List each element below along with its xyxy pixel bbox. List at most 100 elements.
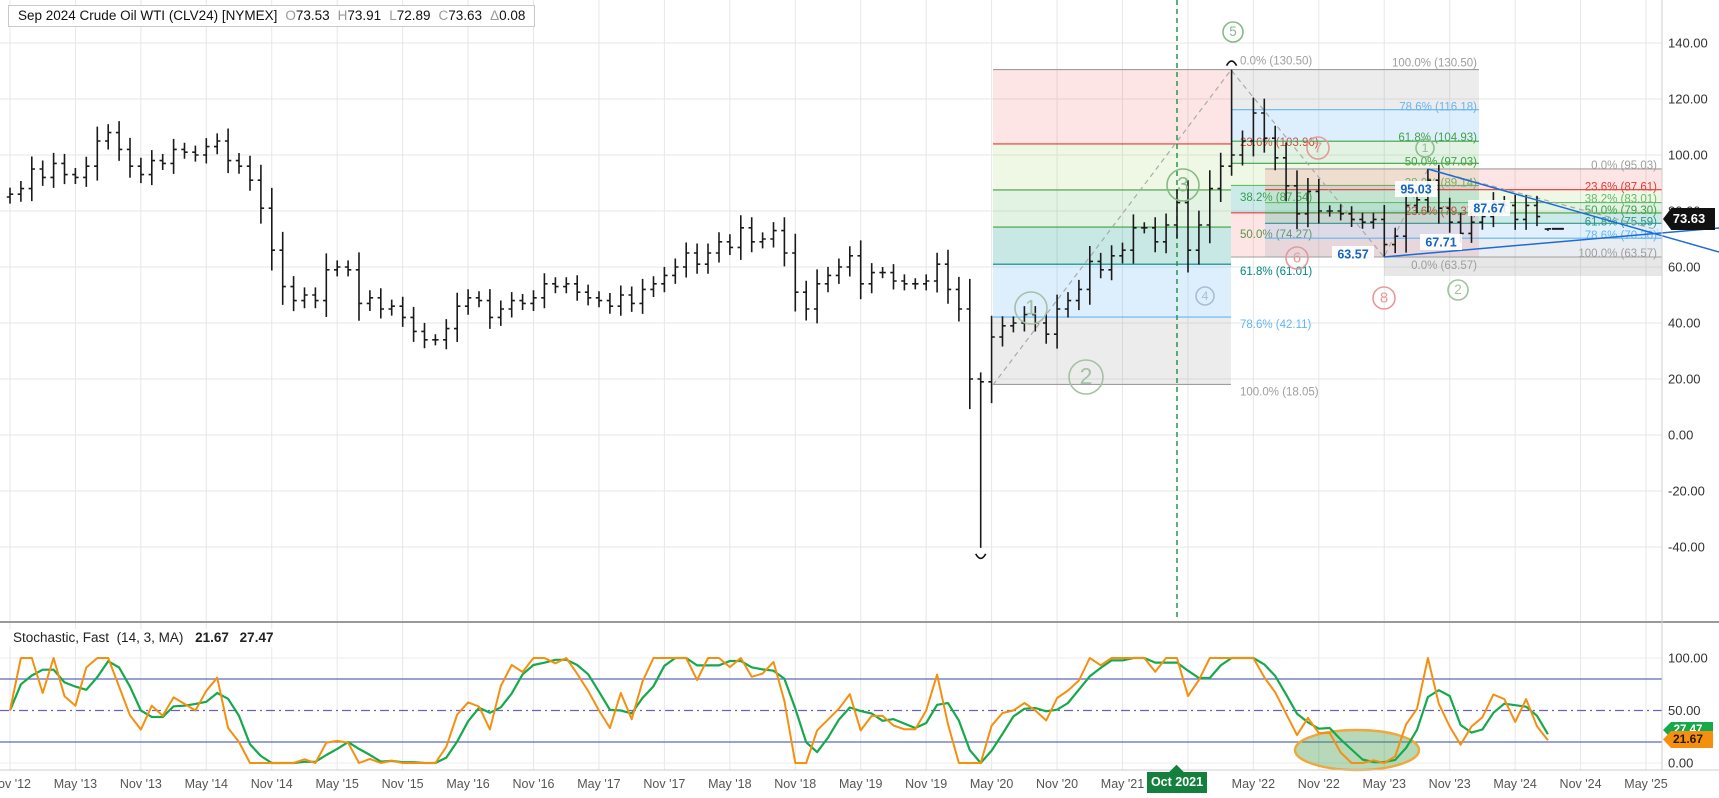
wave-circle[interactable]: [1285, 246, 1309, 270]
time-axis-label[interactable]: Nov '14: [251, 777, 293, 791]
wave-number: 1: [1025, 295, 1037, 320]
time-axis-label[interactable]: May '13: [54, 777, 97, 791]
fib-up-2020-2022-zone[interactable]: [993, 189, 1231, 228]
fib-up-2020-2022-zone[interactable]: [993, 317, 1231, 385]
time-axis-label[interactable]: Nov '22: [1298, 777, 1340, 791]
time-axis-label[interactable]: May '20: [970, 777, 1013, 791]
time-axis-label[interactable]: May '15: [316, 777, 359, 791]
callout-backdrop: [1395, 181, 1437, 197]
price-axis-label[interactable]: -40.00: [1668, 540, 1705, 555]
time-axis-label[interactable]: Nov '19: [905, 777, 947, 791]
callout-backdrop: [1332, 246, 1374, 262]
price-axis-label[interactable]: -20.00: [1668, 484, 1705, 499]
time-axis-label[interactable]: Nov '16: [513, 777, 555, 791]
wave-number: 6: [1293, 251, 1301, 267]
fib-down-2022-2023-zone[interactable]: [1231, 109, 1479, 142]
blue-trend-line[interactable]: [1383, 227, 1719, 258]
stochastic-study-label[interactable]: Stochastic, Fast (14, 3, MA) 21.67 27.47: [9, 629, 278, 647]
callout-backdrop: [1420, 234, 1462, 250]
fib-down-2023-2024-zone[interactable]: [1265, 202, 1662, 213]
wave-circle[interactable]: [1415, 138, 1435, 158]
wave-number: 2: [1080, 363, 1093, 389]
fib-level-label: 100.0% (130.50): [1392, 58, 1477, 70]
trough-marker: [975, 553, 987, 560]
peak-marker: [1225, 60, 1238, 67]
fib-up-2020-2022-zone[interactable]: [993, 69, 1231, 144]
fib-level-label: 0.0% (95.03): [1591, 160, 1657, 172]
time-axis-label[interactable]: Nov '18: [774, 777, 816, 791]
price-axis-label[interactable]: 40.00: [1668, 316, 1701, 331]
wave-circle[interactable]: [1372, 286, 1396, 310]
time-axis-label[interactable]: May '21: [1101, 777, 1144, 791]
wave-circle[interactable]: [1195, 286, 1215, 306]
price-callout[interactable]: 63.57: [1337, 248, 1368, 262]
quote-change-label: Δ: [490, 8, 500, 23]
symbol-quote-bar[interactable]: Sep 2024 Crude Oil WTI (CLV24) [NYMEX] O7…: [8, 5, 536, 27]
trend-path-dashed[interactable]: [992, 69, 1659, 386]
price-callout[interactable]: 95.03: [1400, 183, 1431, 197]
fib-down-2022-2023-zone[interactable]: [1231, 69, 1479, 110]
time-axis-label[interactable]: May '16: [446, 777, 489, 791]
callout-backdrop: [1468, 200, 1510, 216]
time-axis-label[interactable]: May '14: [185, 777, 228, 791]
price-axis-label[interactable]: 100.00: [1668, 148, 1708, 163]
fib-down-2023-2024-zone[interactable]: [1265, 189, 1662, 203]
price-axis-label[interactable]: 0.00: [1668, 428, 1693, 443]
wave-circle[interactable]: [1447, 279, 1469, 301]
fib-level-label: 23.6% (103.96): [1240, 137, 1319, 149]
time-axis-label[interactable]: Nov '17: [643, 777, 685, 791]
blue-trend-line[interactable]: [1427, 168, 1719, 253]
wave-number: 3: [1177, 172, 1189, 197]
fib-level-label: 50.0% (97.03): [1405, 156, 1477, 168]
time-axis-label[interactable]: Nov '24: [1560, 777, 1602, 791]
fib-level-label: 61.8% (104.93): [1398, 132, 1477, 144]
wave-circle[interactable]: [1306, 136, 1330, 160]
time-axis-label[interactable]: Nov '15: [382, 777, 424, 791]
time-axis-label[interactable]: Nov '20: [1036, 777, 1078, 791]
time-axis-label[interactable]: Nov '13: [120, 777, 162, 791]
fib-level-label: 50.0% (79.30): [1585, 205, 1657, 217]
fib-level-label: 23.6% (87.61): [1585, 182, 1657, 194]
price-axis-label[interactable]: 140.00: [1668, 36, 1708, 51]
fib-up-2020-2022-zone[interactable]: [993, 143, 1231, 190]
time-axis-label[interactable]: Nov '12: [0, 777, 31, 791]
fib-down-2023-2024-zone[interactable]: [1265, 212, 1662, 224]
price-axis-label[interactable]: 20.00: [1668, 372, 1701, 387]
stochastic-d-value: 27.47: [239, 630, 274, 645]
price-axis-label[interactable]: 120.00: [1668, 92, 1708, 107]
price-axis-label[interactable]: 60.00: [1668, 260, 1701, 275]
wave-circle[interactable]: [1166, 168, 1200, 202]
quote-open-label: O: [285, 8, 296, 23]
stochastic-params: (14, 3, MA): [116, 630, 184, 645]
time-axis-label[interactable]: May '18: [708, 777, 751, 791]
stoch-axis-label[interactable]: 50.00: [1668, 703, 1701, 718]
wave-circle[interactable]: [1014, 291, 1048, 325]
time-axis-label[interactable]: May '24: [1493, 777, 1536, 791]
time-axis-label[interactable]: Nov '23: [1429, 777, 1471, 791]
quote-low-value: 72.89: [396, 8, 431, 23]
wave-circle[interactable]: [1222, 21, 1244, 43]
fib-level-label: 61.8% (75.59): [1585, 216, 1657, 228]
fib-level-label: 100.0% (18.05): [1240, 386, 1319, 398]
price-callout[interactable]: 67.71: [1425, 236, 1456, 250]
fib-down-2022-2023-zone[interactable]: [1231, 141, 1479, 164]
wave-circle[interactable]: [1068, 359, 1104, 395]
time-axis-label[interactable]: May '19: [839, 777, 882, 791]
quote-high-label: H: [337, 8, 348, 23]
stoch-axis-label[interactable]: 0.00: [1668, 756, 1693, 771]
fib-extension-zone: [1384, 257, 1662, 277]
fib-down-2023-2024-zone[interactable]: [1265, 223, 1662, 239]
event-date-badge[interactable]: Oct 2021: [1147, 772, 1207, 793]
time-axis-label[interactable]: May '23: [1363, 777, 1406, 791]
stoch-axis-label[interactable]: 100.00: [1668, 651, 1708, 666]
stochastic-d-line[interactable]: [8, 656, 1549, 765]
stochastic-title: Stochastic, Fast: [13, 630, 110, 645]
time-axis-label[interactable]: May '17: [577, 777, 620, 791]
stochastic-k-line[interactable]: [9, 657, 1549, 764]
time-axis-label[interactable]: May '22: [1232, 777, 1275, 791]
time-axis-label[interactable]: May '25: [1624, 777, 1667, 791]
price-callout[interactable]: 87.67: [1473, 202, 1504, 216]
quote-close-label: C: [438, 8, 449, 23]
